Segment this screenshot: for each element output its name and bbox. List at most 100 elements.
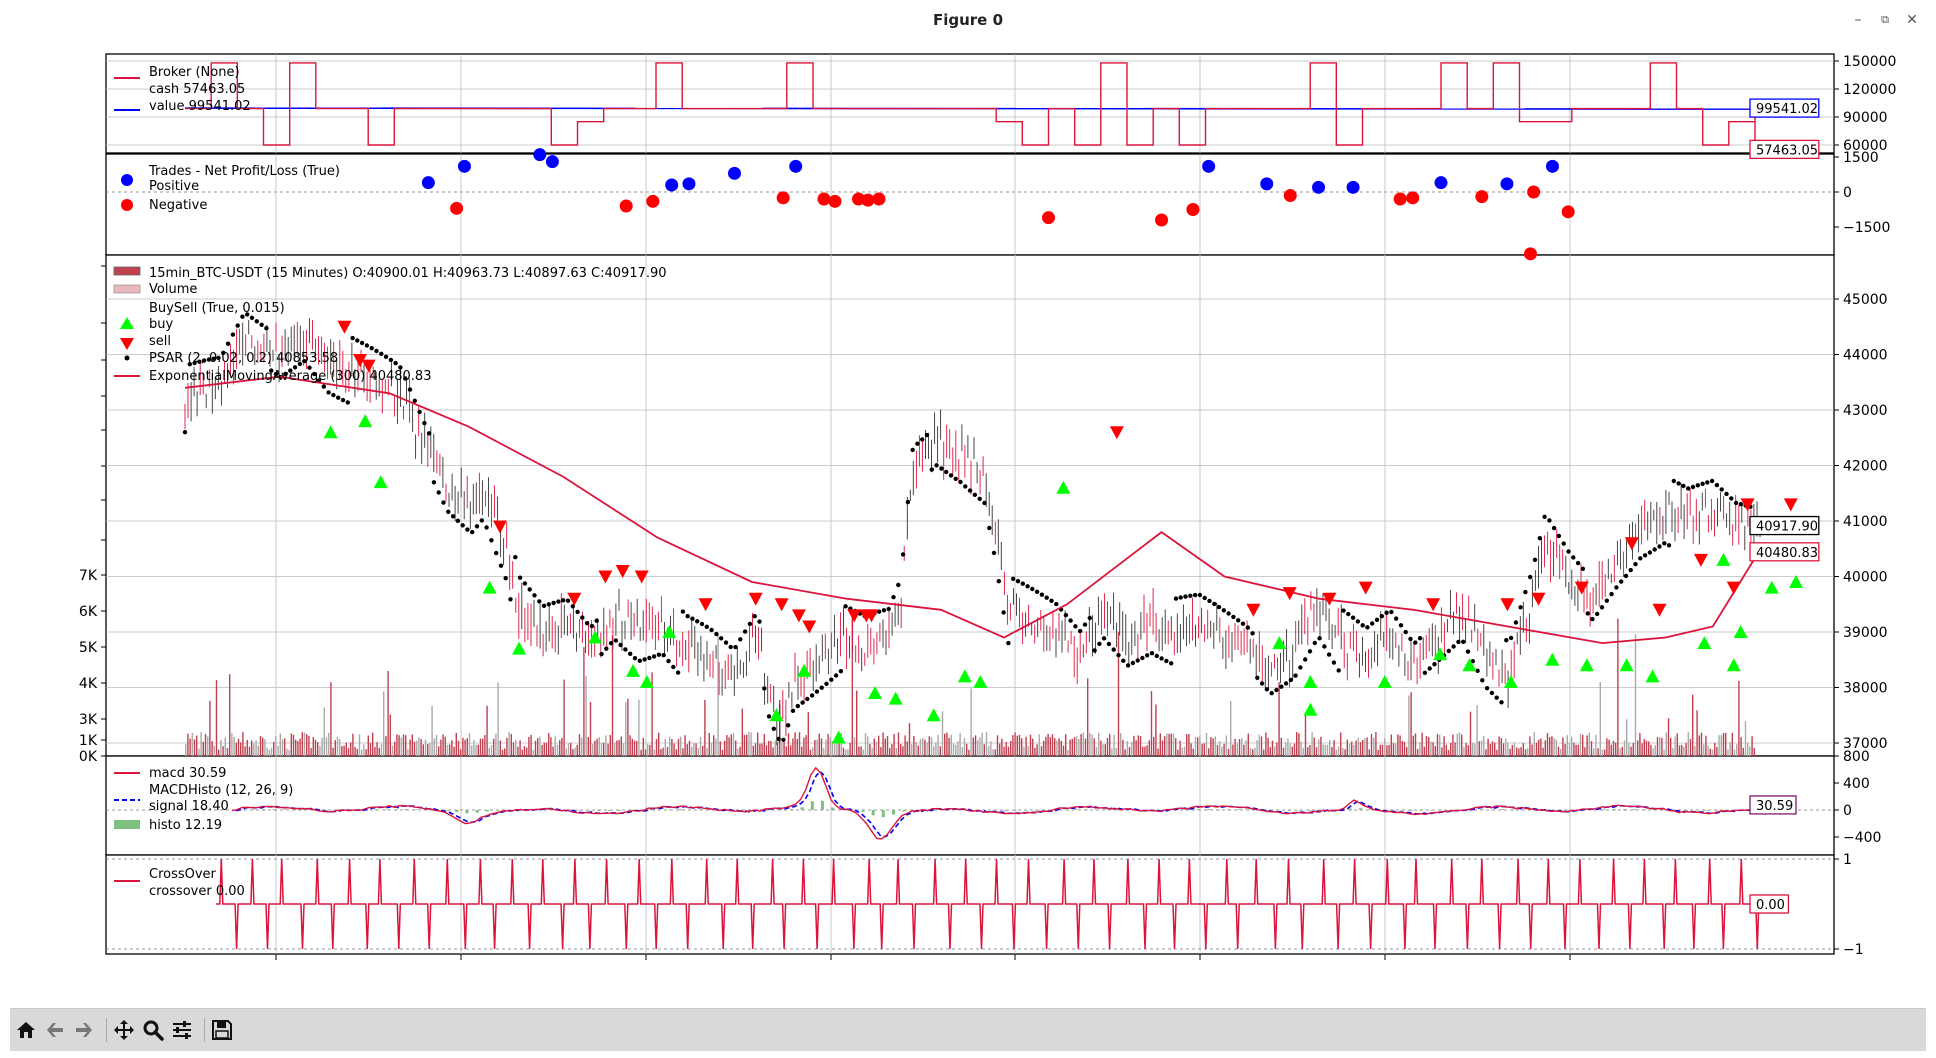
psar-dot: [838, 669, 844, 674]
psar-dot: [1513, 620, 1519, 625]
volume-bar: [220, 739, 222, 756]
volume-bar: [1443, 736, 1445, 756]
macd-histo-bar: [1003, 810, 1007, 811]
psar-dot: [1508, 635, 1514, 641]
y-tick-label: −400: [1843, 830, 1881, 846]
volume-bar: [345, 742, 347, 756]
volume-bar: [772, 747, 774, 756]
buy-marker: [797, 663, 812, 677]
macd-histo-bar: [1623, 809, 1627, 810]
broker-cash-label-box: [1749, 139, 1820, 160]
psar-dot: [723, 640, 729, 645]
forward-button[interactable]: [70, 1016, 98, 1044]
volume-bar: [1177, 749, 1179, 756]
volume-bar: [270, 747, 273, 756]
psar-dot: [786, 723, 791, 728]
psar-dot: [752, 614, 757, 619]
psar-dot: [254, 319, 259, 324]
volume-bar: [1234, 738, 1236, 756]
volume-bar: [486, 705, 488, 756]
y-tick-label: 37000: [1843, 736, 1888, 752]
psar-dot: [498, 563, 504, 568]
y-tick-label: 400: [1843, 776, 1870, 792]
psar-dot: [666, 658, 671, 664]
volume-bar: [1555, 739, 1557, 756]
volume-bar: [266, 747, 268, 756]
psar-dot: [307, 365, 312, 370]
psar-dot: [1111, 647, 1116, 652]
volume-bar: [853, 737, 856, 756]
volume-bar: [981, 732, 983, 756]
save-button[interactable]: [208, 1016, 236, 1044]
volume-bar: [512, 742, 515, 756]
sell-marker: [492, 520, 507, 534]
volume-bar: [1740, 737, 1742, 756]
volume-bar: [1368, 749, 1370, 756]
back-button[interactable]: [41, 1016, 69, 1044]
volume-bar: [904, 735, 906, 756]
trade-positive-marker: [457, 159, 471, 173]
volume-bar: [1375, 732, 1377, 756]
volume-bar: [251, 740, 253, 756]
sell-marker: [361, 359, 376, 373]
psar-dot: [714, 631, 719, 637]
navigation-toolbar: [10, 1008, 1926, 1051]
volume-bar: [618, 739, 620, 756]
volume-bar: [1282, 747, 1285, 756]
volume-bar: [1628, 742, 1630, 756]
macd-histo-bar: [699, 809, 703, 810]
volume-bar: [871, 747, 873, 756]
volume-bar: [653, 749, 655, 756]
volume-bar: [1590, 741, 1593, 756]
volume-bar: [376, 742, 378, 756]
volume-bar: [413, 741, 416, 756]
volume-bar: [781, 742, 783, 756]
maximize-button[interactable]: ⧉: [1881, 13, 1889, 26]
volume-bar: [891, 744, 893, 756]
price-legend-psar: PSAR (2, 0.02, 0.2) 40853.58: [149, 351, 338, 366]
volume-bar: [528, 737, 530, 756]
volume-bar: [644, 749, 647, 756]
volume-bar: [552, 746, 554, 756]
close-button[interactable]: ✕: [1906, 12, 1918, 28]
volume-bar: [957, 741, 959, 756]
psar-dot: [541, 603, 547, 608]
trade-negative-marker: [619, 199, 633, 213]
volume-bar: [1212, 738, 1214, 756]
volume-bar: [1513, 743, 1516, 756]
psar-dot: [876, 609, 882, 614]
volume-bar: [1326, 744, 1329, 756]
macd-histo-bar: [1084, 809, 1088, 810]
minimize-button[interactable]: –: [1854, 12, 1862, 28]
volume-bar: [196, 735, 198, 756]
psar-dot: [728, 644, 733, 650]
buy-marker: [888, 691, 903, 705]
volume-bar: [1529, 736, 1531, 756]
home-button[interactable]: [12, 1016, 40, 1044]
pan-button[interactable]: [110, 1016, 138, 1044]
configure-subplots-button[interactable]: [168, 1016, 196, 1044]
psar-dot: [465, 527, 470, 532]
volume-bar: [288, 749, 290, 756]
volume-bar: [1252, 749, 1254, 756]
zoom-button[interactable]: [139, 1016, 167, 1044]
y-tick-label: 60000: [1843, 138, 1888, 154]
volume-bar: [878, 735, 880, 756]
volume-bar: [649, 744, 651, 756]
volume-bar: [479, 738, 482, 756]
volume-bar: [1463, 747, 1465, 756]
macd-histo-bar: [658, 809, 662, 810]
volume-bar: [482, 738, 484, 756]
trade-negative-marker: [776, 191, 790, 205]
psar-dot: [331, 392, 336, 398]
volume-bar: [616, 740, 618, 756]
volume-bar: [1445, 744, 1447, 756]
volume-bar: [1395, 743, 1397, 756]
crossover-line: [216, 858, 1760, 950]
sell-marker: [698, 598, 713, 612]
volume-bar: [1082, 732, 1084, 756]
trade-positive-marker: [1312, 180, 1326, 194]
volume-bar: [629, 735, 631, 756]
volume-bar: [915, 742, 917, 756]
